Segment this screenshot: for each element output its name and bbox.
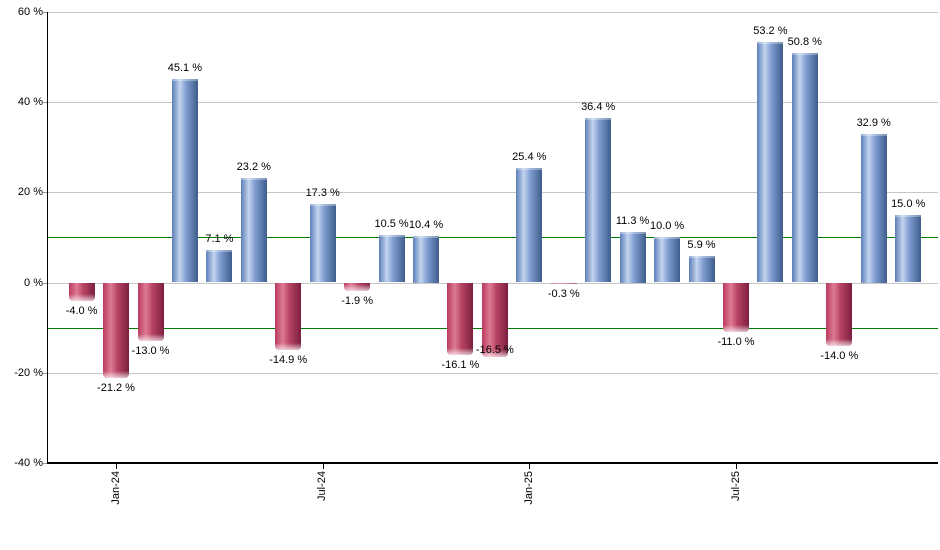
bar-value-label-Nov-25: 32.9 % <box>856 117 891 129</box>
bar-Jan-24 <box>103 282 129 379</box>
y-axis-tick <box>43 101 48 103</box>
bar-value-label-Dec-24: -16.5 % <box>475 344 514 356</box>
y-axis <box>47 11 48 464</box>
bar-bottom-cap <box>481 350 508 357</box>
gridline--20 <box>48 372 938 374</box>
bar-value-label-Dec-23: -4.0 % <box>65 304 98 317</box>
bar-Mar-25 <box>585 118 612 283</box>
bar-bottom-cap <box>275 342 302 350</box>
x-axis-tick <box>116 464 117 470</box>
bar-value-label-Jul-24: 17.3 % <box>305 187 340 200</box>
x-axis-label: Jan-25 <box>522 471 535 505</box>
bar-value-label-Jan-24: -21.2 % <box>97 382 135 395</box>
bar-Sep-25 <box>791 53 818 283</box>
bar-Nov-25 <box>860 134 887 283</box>
bar-bottom-cap <box>447 348 474 356</box>
bar-bottom-cap <box>344 284 371 292</box>
bar-Jun-25 <box>688 255 715 283</box>
bar-Jun-24 <box>275 282 302 350</box>
y-axis-tick <box>43 282 48 284</box>
y-axis-tick <box>43 372 48 374</box>
y-axis-tick <box>43 463 48 465</box>
bar-bottom-cap <box>103 371 129 379</box>
y-axis-label: 60 % <box>17 5 43 18</box>
bar-value-label-Jun-24: -14.9 % <box>269 353 308 366</box>
bar-Jul-24 <box>309 204 336 283</box>
y-axis-label: -20 % <box>14 366 43 379</box>
bar-value-label-Apr-25: 11.3 % <box>615 214 650 227</box>
bar-Dec-25 <box>895 214 922 283</box>
bar-value-label-Sep-24: 10.5 % <box>374 218 409 231</box>
y-axis-label: 0 % <box>24 276 43 289</box>
bar-bottom-cap <box>723 325 749 333</box>
bar-value-label-Jul-25: -11.0 % <box>717 336 755 349</box>
bar-bottom-cap <box>550 282 577 284</box>
y-axis-label: 20 % <box>17 186 43 199</box>
x-axis-label: Jan-24 <box>109 471 122 505</box>
bar-Apr-24 <box>206 250 233 283</box>
y-axis-label: -40 % <box>14 457 43 470</box>
x-axis <box>47 462 938 465</box>
bar-bottom-cap <box>137 334 164 342</box>
bar-Aug-24 <box>344 282 371 292</box>
bar-Jan-25 <box>516 167 543 283</box>
bar-Apr-25 <box>619 231 646 283</box>
bar-Nov-24 <box>447 282 474 356</box>
bar-value-label-Feb-24: -13.0 % <box>131 345 170 358</box>
bar-value-label-Aug-24: -1.9 % <box>341 295 373 308</box>
x-axis-label: Jul-24 <box>316 471 329 502</box>
bar-value-label-Jun-25: 5.9 % <box>687 238 716 251</box>
bar-value-label-Dec-25: 15.0 % <box>891 197 926 210</box>
bar-Oct-24 <box>413 235 439 283</box>
bar-Mar-24 <box>171 78 198 283</box>
bar-value-label-Feb-25: -0.3 % <box>547 287 580 300</box>
x-axis-tick <box>736 464 737 470</box>
bar-Dec-24 <box>481 282 508 357</box>
bar-value-label-Jan-25: 25.4 % <box>512 150 547 163</box>
x-axis-label: Jul-25 <box>729 471 742 502</box>
y-axis-label: 40 % <box>17 95 43 108</box>
bar-Sep-24 <box>378 235 405 283</box>
bar-May-25 <box>654 237 681 283</box>
bar-value-label-Oct-25: -14.0 % <box>820 349 859 362</box>
gridline-20 <box>48 192 938 194</box>
bar-value-label-Apr-24: 7.1 % <box>205 233 234 246</box>
bar-bottom-cap <box>826 338 853 346</box>
bar-Jul-25 <box>723 282 749 333</box>
bar-May-24 <box>240 177 267 283</box>
bar-Aug-25 <box>757 42 784 283</box>
y-axis-tick <box>43 192 48 194</box>
bar-value-label-Oct-24: 10.4 % <box>408 218 444 231</box>
bar-value-label-May-24: 23.2 % <box>236 160 271 173</box>
bar-Oct-25 <box>826 282 853 346</box>
x-axis-tick <box>322 464 324 470</box>
bar-value-label-May-25: 10.0 % <box>649 220 685 233</box>
y-axis-tick <box>43 11 48 13</box>
bar-value-label-Nov-24: -16.1 % <box>441 359 480 372</box>
gridline-60 <box>48 11 938 13</box>
bar-value-label-Mar-24: 45.1 % <box>167 61 203 74</box>
bar-value-label-Sep-25: 50.8 % <box>787 36 822 49</box>
bar-Feb-25 <box>550 282 577 284</box>
bar-value-label-Mar-25: 36.4 % <box>581 101 616 114</box>
bar-Dec-23 <box>68 282 95 301</box>
x-axis-tick <box>529 464 531 470</box>
bar-bottom-cap <box>68 293 95 301</box>
gridline-40 <box>48 101 938 103</box>
threshold-line-10 <box>48 237 938 239</box>
bar-value-label-Aug-25: 53.2 % <box>753 25 788 38</box>
bar-Feb-24 <box>137 282 164 342</box>
